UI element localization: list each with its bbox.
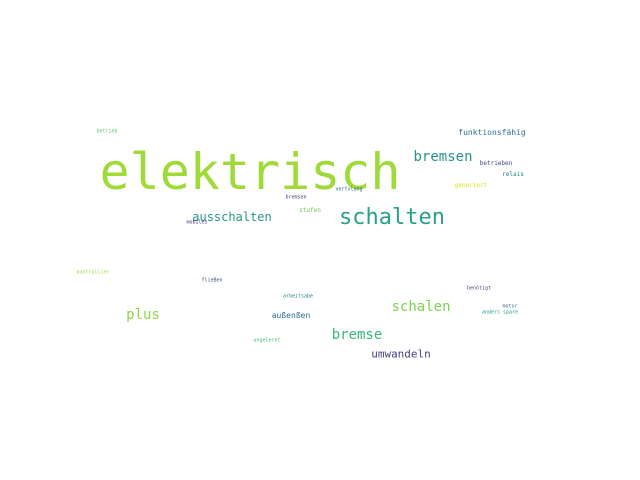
word-betrieben: betrieben xyxy=(479,160,513,167)
word-elektrisch: elektrisch xyxy=(99,143,401,201)
word-kontrollier: kontrollier xyxy=(76,269,110,276)
word-bremsen: bremsen xyxy=(413,149,473,165)
word-fliessen: flieBen xyxy=(201,277,223,284)
word-ungelernt: ungelernt xyxy=(253,337,281,344)
word-mobiles: mobiles xyxy=(186,219,208,226)
word-bremse: bremse xyxy=(331,327,383,343)
word-plus: plus xyxy=(126,307,160,323)
word-motor: motor xyxy=(502,303,518,310)
word-arbeitsabe: arbeitsabe xyxy=(282,293,314,300)
word-generiert: generiert xyxy=(454,182,488,189)
word-schalten: schalten xyxy=(339,205,445,230)
word-stufen: stufen xyxy=(299,207,321,214)
word-verfolung: verfolung xyxy=(335,186,363,193)
word-anders-spare: anders spare xyxy=(481,309,519,316)
word-relais: relais xyxy=(502,171,524,178)
word-umwandeln: umwandeln xyxy=(371,347,431,361)
word-betrieb: betrieb xyxy=(96,128,118,135)
word-aussenssen: außenßen xyxy=(271,311,311,320)
word-ausschalten: ausschalten xyxy=(192,210,272,224)
word-benoetigt: benötigt xyxy=(466,285,492,292)
word-funktionsfaehig: funktionsfähig xyxy=(458,128,526,137)
word-bremsen-small: bremsen xyxy=(285,194,307,201)
word-schalen: schalen xyxy=(391,299,451,315)
